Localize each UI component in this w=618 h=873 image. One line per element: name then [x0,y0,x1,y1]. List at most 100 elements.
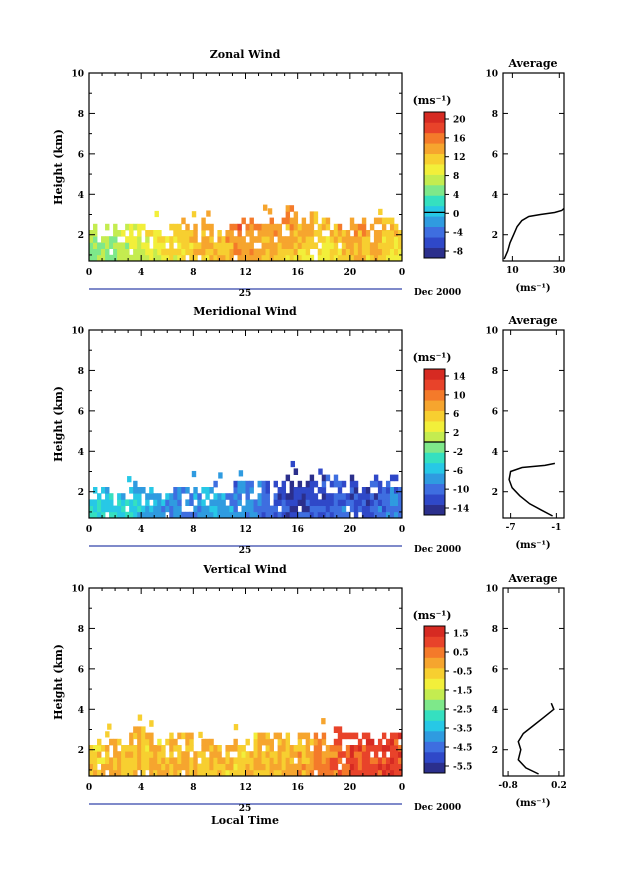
heatmap-cell [313,493,319,500]
heatmap-cell [369,254,375,261]
heatmap-cell [369,480,375,488]
heatmap-cell [249,751,254,758]
heatmap-cell [269,745,274,752]
heatmap-cell [281,236,287,243]
heatmap-cell [393,751,399,758]
heatmap-cell [121,254,126,261]
heatmap-cell [369,757,375,764]
heatmap-cell [285,205,291,212]
heatmap-cell [213,499,218,506]
heatmap-cell [205,493,210,500]
heatmap-cell [253,757,258,764]
average-x-tick-label: -1 [551,523,561,533]
colorbar-segment [424,668,445,679]
heatmap-cell [349,248,355,256]
heatmap-cell [93,751,98,758]
heatmap-cell [297,745,303,752]
heatmap-cell [269,217,274,225]
heatmap-cell [189,248,194,256]
heatmap-cell [373,493,379,500]
heatmap-cell [221,769,226,776]
heatmap-cell [181,487,186,494]
heatmap-cell [281,763,287,771]
average-xlabel: (ms⁻¹) [515,540,550,551]
heatmap-cell [277,745,283,752]
heatmap-cell [353,230,359,237]
average-x-tick-label: 10 [506,266,519,276]
heatmap-cell [237,763,242,771]
heatmap-cell [357,745,363,752]
heatmap-cell [113,254,118,261]
heatmap-cell [305,242,311,249]
heatmap-cell [165,757,170,764]
heatmap-cell [277,487,283,494]
heatmap-cell [121,248,126,256]
heatmap-cell [193,254,198,261]
heatmap-cell [105,493,110,500]
heatmap-cell [173,487,178,494]
day-axis: 25 Dec 2000 [89,803,461,814]
heatmap-cell [149,248,154,256]
heatmap-cell [353,254,359,261]
heatmap-cell [261,242,266,249]
heatmap-cell [289,242,295,249]
heatmap-cell [393,493,399,500]
heatmap-cell [393,242,399,249]
heatmap-cell [185,738,190,746]
heatmap-cell [373,254,379,261]
heatmap-cell [393,757,399,764]
heatmap-cell [201,763,206,771]
heatmap-cell [233,724,239,731]
heatmap-cell [385,248,391,256]
heatmap-cell [357,499,363,506]
heatmap-cell [333,480,339,488]
heatmap-cell [261,732,266,740]
x-tick-label: 16 [291,525,304,535]
heatmap-cell [329,254,335,261]
heatmap-cell [293,254,299,261]
heatmap-cell [149,487,154,494]
heatmap-cell [285,254,291,261]
x-tick-label: 4 [138,268,144,278]
heatmap-cell [389,254,395,261]
heatmap-cell [309,474,315,482]
heatmap-cell [97,242,102,249]
average-profile-line [503,207,565,260]
heatmap-cell [161,248,166,256]
heatmap-cell [285,493,291,500]
heatmap-cell [233,480,238,488]
heatmap-cell [157,236,162,243]
heatmap-cell [293,223,299,231]
heatmap-cell [337,732,343,740]
colorbar-segment [424,112,445,123]
heatmap-cell [381,230,387,237]
x-tick-label: 0 [399,783,405,793]
heatmap-cell [201,242,206,249]
heatmap-cell [377,505,383,513]
heatmap-cell [281,499,287,506]
heatmap-cell [225,242,230,249]
heatmap-cell [305,223,311,231]
heatmap-cell [285,223,291,231]
heatmap-cell [349,236,355,243]
heatmap-cell [213,769,218,776]
heatmap-cell [333,474,339,482]
heatmap-cell [209,230,214,237]
heatmap-cell [261,254,266,261]
heatmap-cell [293,499,299,506]
x-tick-label: 8 [190,525,196,535]
heatmap-cell [273,763,278,771]
heatmap-cell [153,505,158,513]
heatmap-cell [385,487,391,494]
heatmap-cell [285,757,291,764]
heatmap-cell [241,763,246,771]
heatmap-cell [225,751,230,758]
heatmap-cell [201,757,206,764]
heatmap-cell [393,769,399,776]
heatmap-cell [153,230,158,237]
heatmap-cell [249,505,254,513]
heatmap-cell [157,248,162,256]
average-frame [502,587,565,777]
heatmap-cell [321,505,327,513]
heatmap-cell [349,505,355,513]
